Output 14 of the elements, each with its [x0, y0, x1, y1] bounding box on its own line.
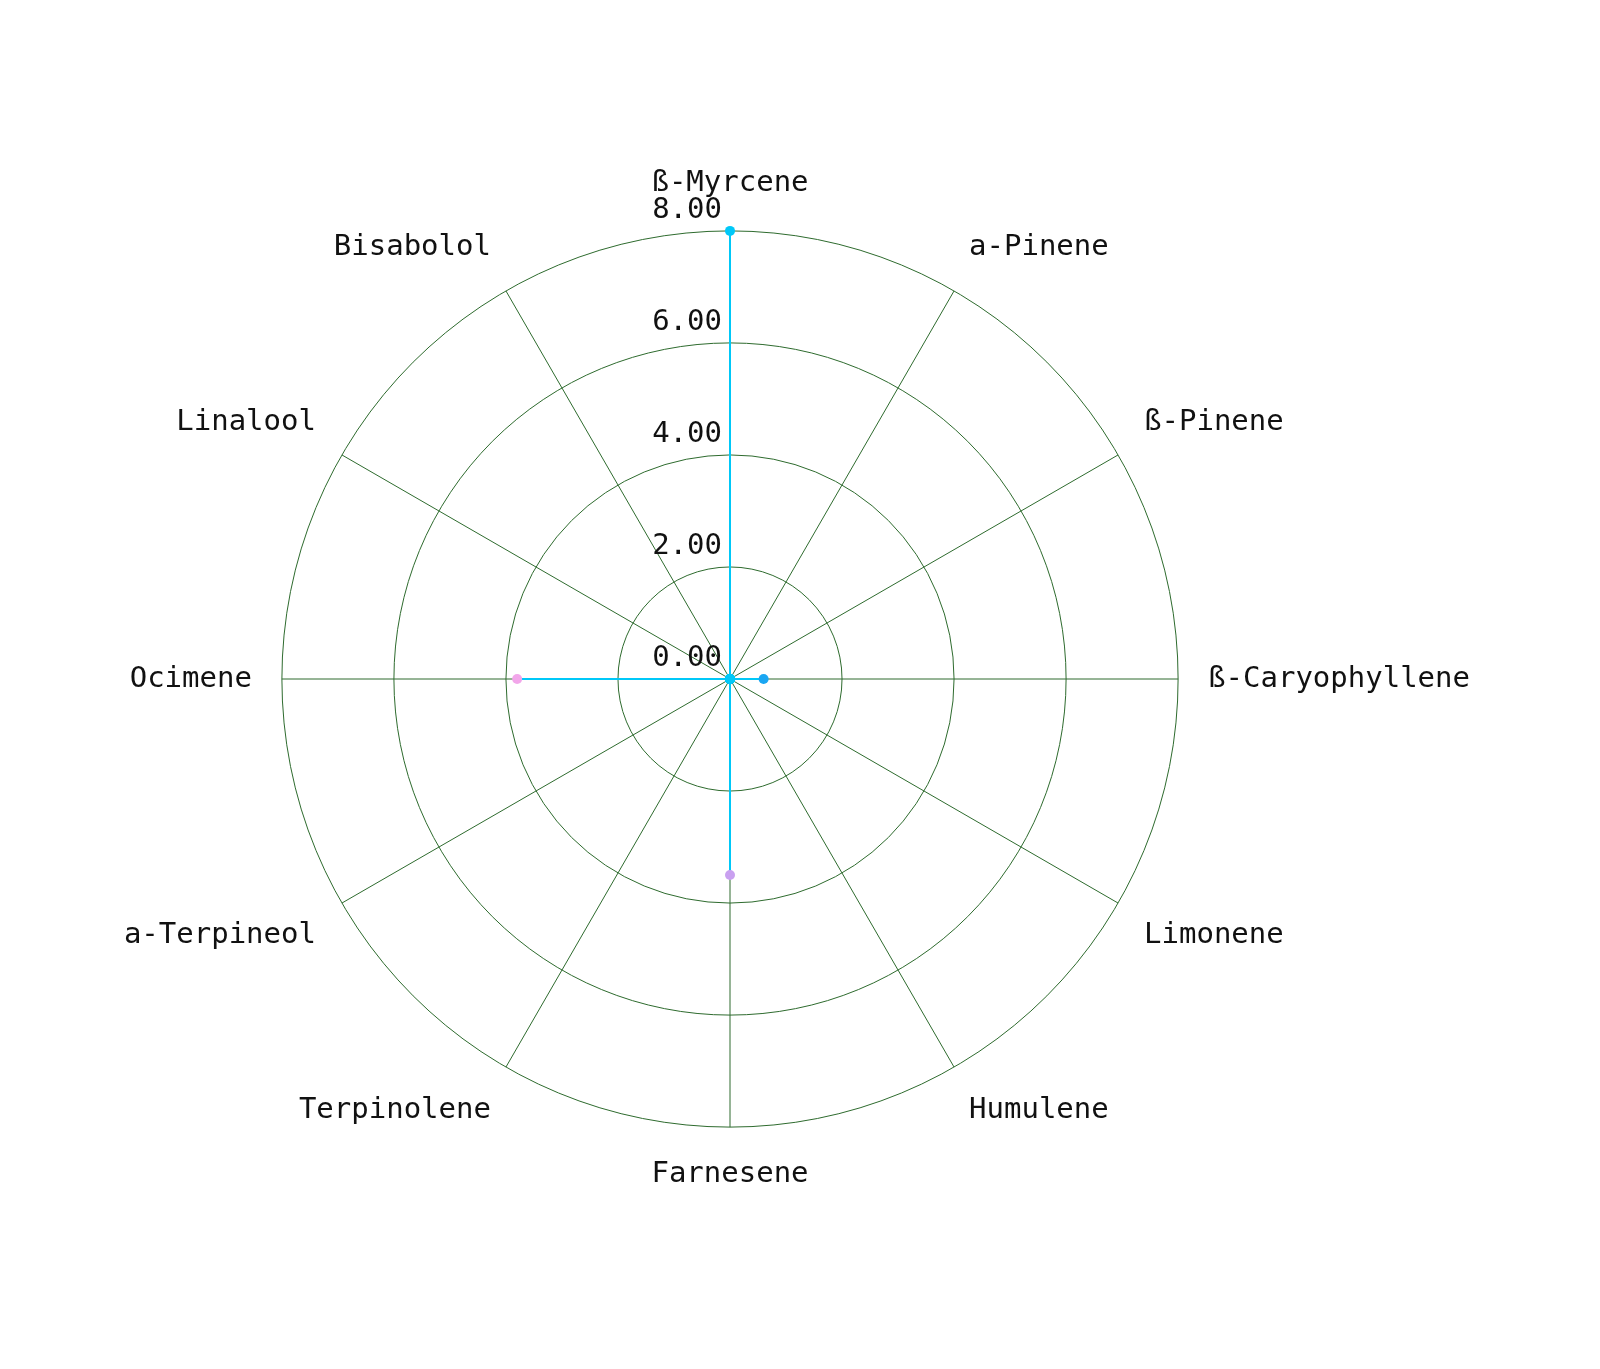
- spoke-label: Limonene: [1144, 915, 1284, 950]
- spoke-label: ß-Pinene: [1144, 403, 1284, 438]
- spoke-label: Ocimene: [129, 659, 252, 694]
- spoke-label: Bisabolol: [333, 228, 491, 263]
- spoke-label: a-Terpineol: [123, 915, 316, 950]
- spoke-label: Linalool: [176, 403, 316, 438]
- spoke-label: Farnesene: [651, 1155, 809, 1190]
- spoke-label: Humulene: [969, 1090, 1109, 1125]
- y-tick-label: 4.00: [652, 414, 722, 449]
- spoke-label: ß-Caryophyllene: [1208, 659, 1471, 694]
- spoke-label: a-Pinene: [969, 228, 1109, 263]
- spoke-label: Terpinolene: [298, 1090, 491, 1125]
- y-tick-label: 2.00: [652, 527, 722, 561]
- y-tick-label: 6.00: [652, 302, 722, 337]
